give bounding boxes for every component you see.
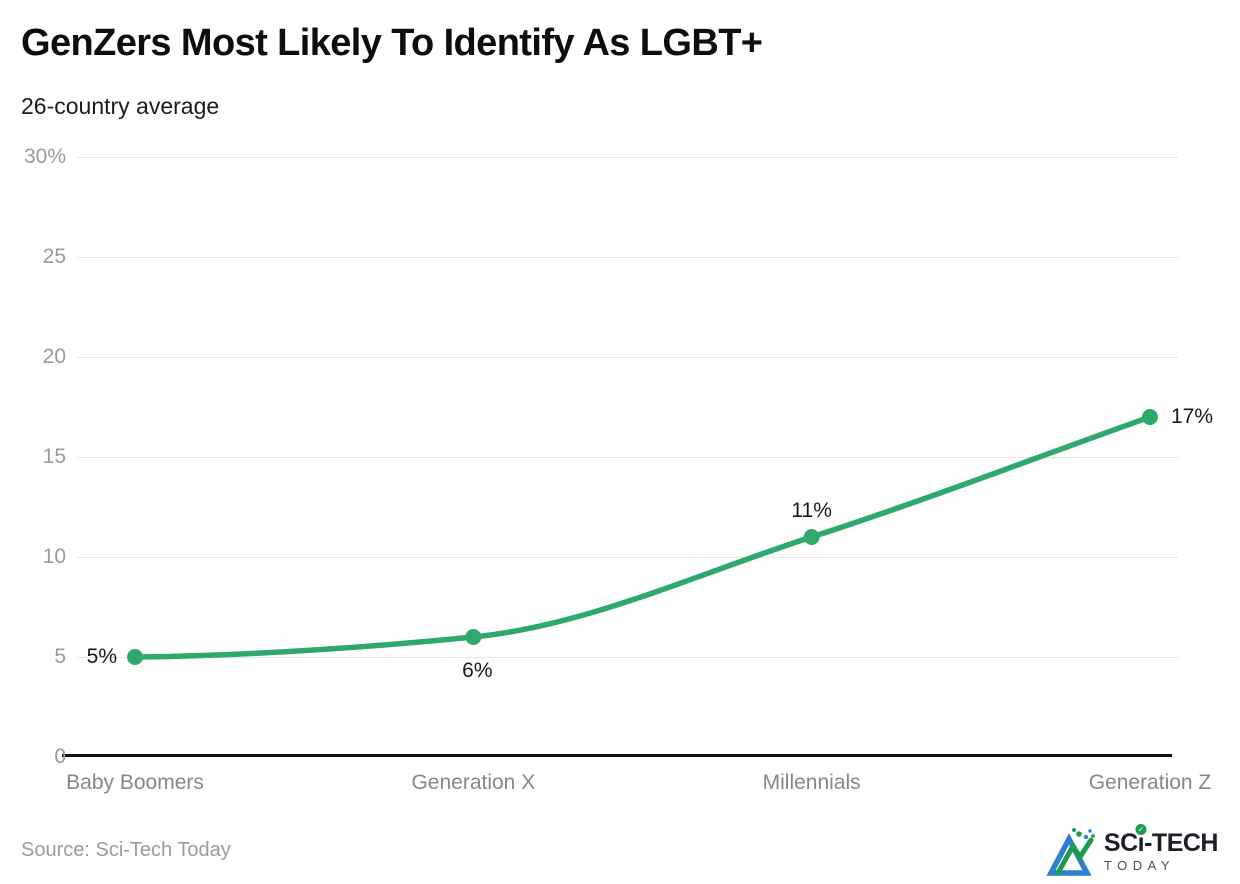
scitech-logo-line1: SCı ✓ -TECH (1103, 823, 1218, 857)
chart-title: GenZers Most Likely To Identify As LGBT+ (21, 22, 763, 64)
x-axis-label: Millennials (762, 771, 861, 794)
x-axis-label: Generation Z (1088, 771, 1212, 794)
data-point[interactable] (803, 529, 820, 545)
gridline (77, 456, 1178, 458)
gridline (77, 656, 1178, 658)
data-point[interactable] (465, 629, 482, 645)
chart-subtitle: 26-country average (21, 93, 220, 119)
check-icon: ✓ (1135, 823, 1147, 835)
scitech-logo-icon (1046, 828, 1095, 876)
y-tick-label: 15 (42, 445, 66, 468)
y-tick-label: 5 (54, 645, 66, 668)
scitech-logo-text: SCı ✓ -TECH TODAY (1103, 823, 1218, 873)
gridline (77, 356, 1178, 358)
y-tick-label: 0 (54, 745, 66, 768)
y-tick-label: 25 (42, 245, 66, 268)
data-point-label: 17% (1170, 405, 1214, 428)
gridline (77, 556, 1178, 558)
scitech-logo-line2: TODAY (1103, 857, 1176, 873)
x-axis-label: Generation X (411, 771, 536, 794)
series-line (132, 414, 1153, 660)
source-note: Source: Sci-Tech Today (21, 839, 231, 861)
scitech-logo: SCı ✓ -TECH TODAY (1046, 823, 1218, 878)
x-axis-line (62, 754, 1172, 757)
data-point-label: 11% (791, 499, 832, 522)
y-tick-label: 30% (23, 145, 66, 168)
y-tick-label: 20 (42, 345, 66, 368)
y-tick-label: 10 (42, 545, 66, 568)
gridline (77, 156, 1178, 158)
data-point-label: 5% (86, 645, 117, 668)
gridline (77, 256, 1178, 258)
x-axis-label: Baby Boomers (66, 771, 204, 794)
data-point-label: 6% (462, 659, 493, 682)
data-point[interactable] (1141, 409, 1158, 425)
